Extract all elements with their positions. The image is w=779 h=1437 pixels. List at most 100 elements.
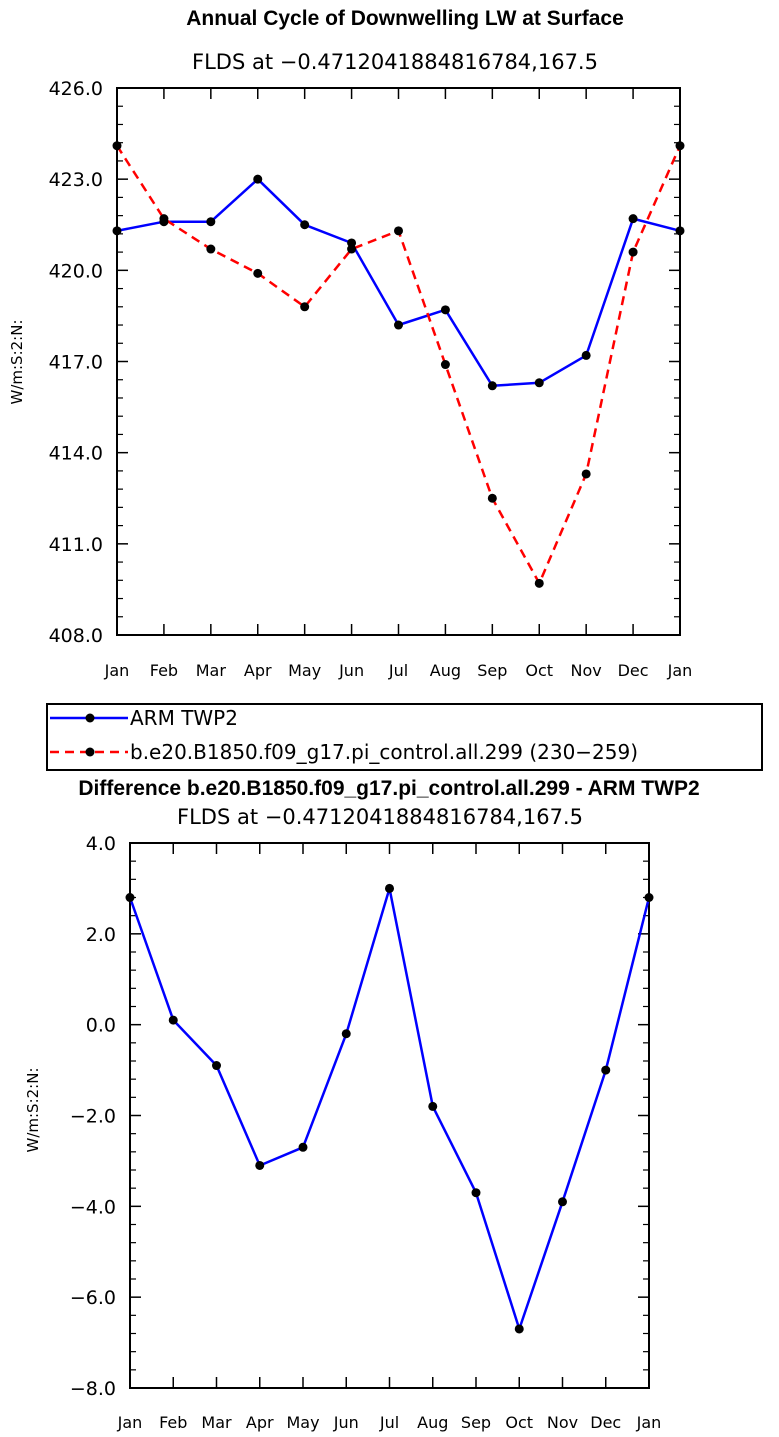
data-point xyxy=(112,141,122,151)
data-point xyxy=(206,217,216,227)
x-tick-label: Jul xyxy=(379,1413,399,1432)
chart-title: Annual Cycle of Downwelling LW at Surfac… xyxy=(186,7,624,30)
x-tick-label: Mar xyxy=(196,661,227,680)
legend-marker-arm xyxy=(85,713,95,723)
data-point xyxy=(298,1142,308,1152)
chart-subtitle: FLDS at −0.4712041884816784,167.5 xyxy=(177,805,583,829)
x-tick-label: Jun xyxy=(338,661,364,680)
data-point xyxy=(125,893,135,902)
data-series xyxy=(112,141,685,588)
data-point xyxy=(558,1197,567,1207)
data-point xyxy=(534,378,544,388)
x-tick-label: Jan xyxy=(667,661,693,680)
data-point xyxy=(581,469,591,479)
data-series xyxy=(125,883,654,1334)
data-point xyxy=(347,244,357,254)
x-tick-label: Jan xyxy=(117,1413,143,1432)
data-point xyxy=(440,360,450,370)
data-point xyxy=(428,1101,438,1111)
series-line xyxy=(128,887,651,1331)
y-axis-label: W/m:S:2:N: xyxy=(8,320,26,405)
data-point xyxy=(581,350,591,360)
legend-box xyxy=(46,703,763,771)
data-point xyxy=(253,174,263,184)
annual-cycle-chart: Annual Cycle of Downwelling LW at Surfac… xyxy=(8,7,692,680)
data-point xyxy=(300,302,310,312)
x-tick-label: May xyxy=(286,1413,319,1432)
y-tick-label: 414.0 xyxy=(49,443,103,465)
y-tick-label: −6.0 xyxy=(70,1287,116,1309)
x-tick-label: Oct xyxy=(525,661,553,680)
data-point xyxy=(534,578,544,588)
legend: ARM TWP2 b.e20.B1850.f09_g17.pi_control.… xyxy=(46,703,763,771)
y-tick-label: 0.0 xyxy=(86,1015,116,1037)
x-tick-label: Oct xyxy=(505,1413,533,1432)
data-point xyxy=(394,226,403,236)
x-tick-label: Dec xyxy=(590,1413,621,1432)
x-tick-label: Mar xyxy=(201,1413,232,1432)
series-line xyxy=(115,145,682,585)
data-point xyxy=(341,1029,351,1039)
y-tick-labels: −8.0 −6.0 −4.0 −2.0 0.0 2.0 4.0 xyxy=(70,833,116,1400)
y-tick-label: 423.0 xyxy=(49,169,103,191)
x-tick-label: Nov xyxy=(547,1413,578,1432)
data-point xyxy=(394,320,403,330)
data-point xyxy=(675,226,685,236)
x-tick-label: Apr xyxy=(246,1413,274,1432)
x-tick-label: Jan xyxy=(636,1413,662,1432)
y-tick-label: −4.0 xyxy=(70,1196,116,1218)
y-tick-label: 420.0 xyxy=(49,260,103,282)
data-point xyxy=(112,226,122,236)
x-tick-label: Dec xyxy=(618,661,649,680)
data-point xyxy=(487,493,497,503)
x-tick-label: Nov xyxy=(571,661,602,680)
y-tick-label: 408.0 xyxy=(49,625,103,647)
data-point xyxy=(628,214,638,224)
data-point xyxy=(675,141,685,151)
axis-ticks xyxy=(129,842,650,1389)
plot-frame xyxy=(116,87,681,636)
x-tick-label: Aug xyxy=(430,661,461,680)
x-tick-label: Sep xyxy=(461,1413,491,1432)
legend-label-model: b.e20.B1850.f09_g17.pi_control.all.299 (… xyxy=(130,740,638,764)
y-tick-label: 417.0 xyxy=(49,352,103,374)
y-axis-label: W/m:S:2:N: xyxy=(24,1068,42,1153)
x-tick-labels: Jan Feb Mar Apr May Jun Jul Aug Sep Oct Nov Dec Jan xyxy=(104,661,693,680)
y-tick-label: 4.0 xyxy=(86,833,116,855)
y-tick-label: 411.0 xyxy=(49,534,103,556)
legend-label-arm: ARM TWP2 xyxy=(130,706,238,730)
x-tick-label: Jan xyxy=(104,661,130,680)
chart-subtitle: FLDS at −0.4712041884816784,167.5 xyxy=(192,50,598,74)
x-tick-label: Jul xyxy=(388,661,408,680)
legend-marker-model xyxy=(85,747,95,757)
series-line xyxy=(116,177,681,388)
x-tick-label: Apr xyxy=(244,661,272,680)
difference-chart: Difference b.e20.B1850.f09_g17.pi_contro… xyxy=(24,777,700,1432)
x-tick-label: Aug xyxy=(417,1413,448,1432)
data-point xyxy=(300,220,310,230)
data-point xyxy=(168,1015,178,1025)
plot-frame xyxy=(129,842,650,1389)
axis-ticks xyxy=(116,87,681,636)
y-tick-labels: 408.0 411.0 414.0 417.0 420.0 423.0 426.0 xyxy=(49,78,103,647)
data-point xyxy=(487,381,497,391)
chart-title: Difference b.e20.B1850.f09_g17.pi_contro… xyxy=(78,777,699,800)
data-point xyxy=(644,893,654,902)
data-point xyxy=(159,214,169,224)
x-tick-label: May xyxy=(288,661,321,680)
data-point xyxy=(253,268,263,278)
x-tick-labels: Jan Feb Mar Apr May Jun Jul Aug Sep Oct Nov Dec Jan xyxy=(117,1413,662,1432)
data-point xyxy=(385,883,394,893)
y-tick-label: −8.0 xyxy=(70,1378,116,1400)
x-tick-label: Feb xyxy=(150,661,178,680)
y-tick-label: 426.0 xyxy=(49,78,103,100)
y-tick-label: −2.0 xyxy=(70,1106,116,1128)
x-tick-label: Sep xyxy=(477,661,507,680)
x-tick-label: Jun xyxy=(333,1413,359,1432)
data-point xyxy=(255,1160,265,1170)
data-point xyxy=(206,244,216,254)
data-point xyxy=(471,1188,481,1198)
data-point xyxy=(628,247,638,257)
data-point xyxy=(440,305,450,315)
